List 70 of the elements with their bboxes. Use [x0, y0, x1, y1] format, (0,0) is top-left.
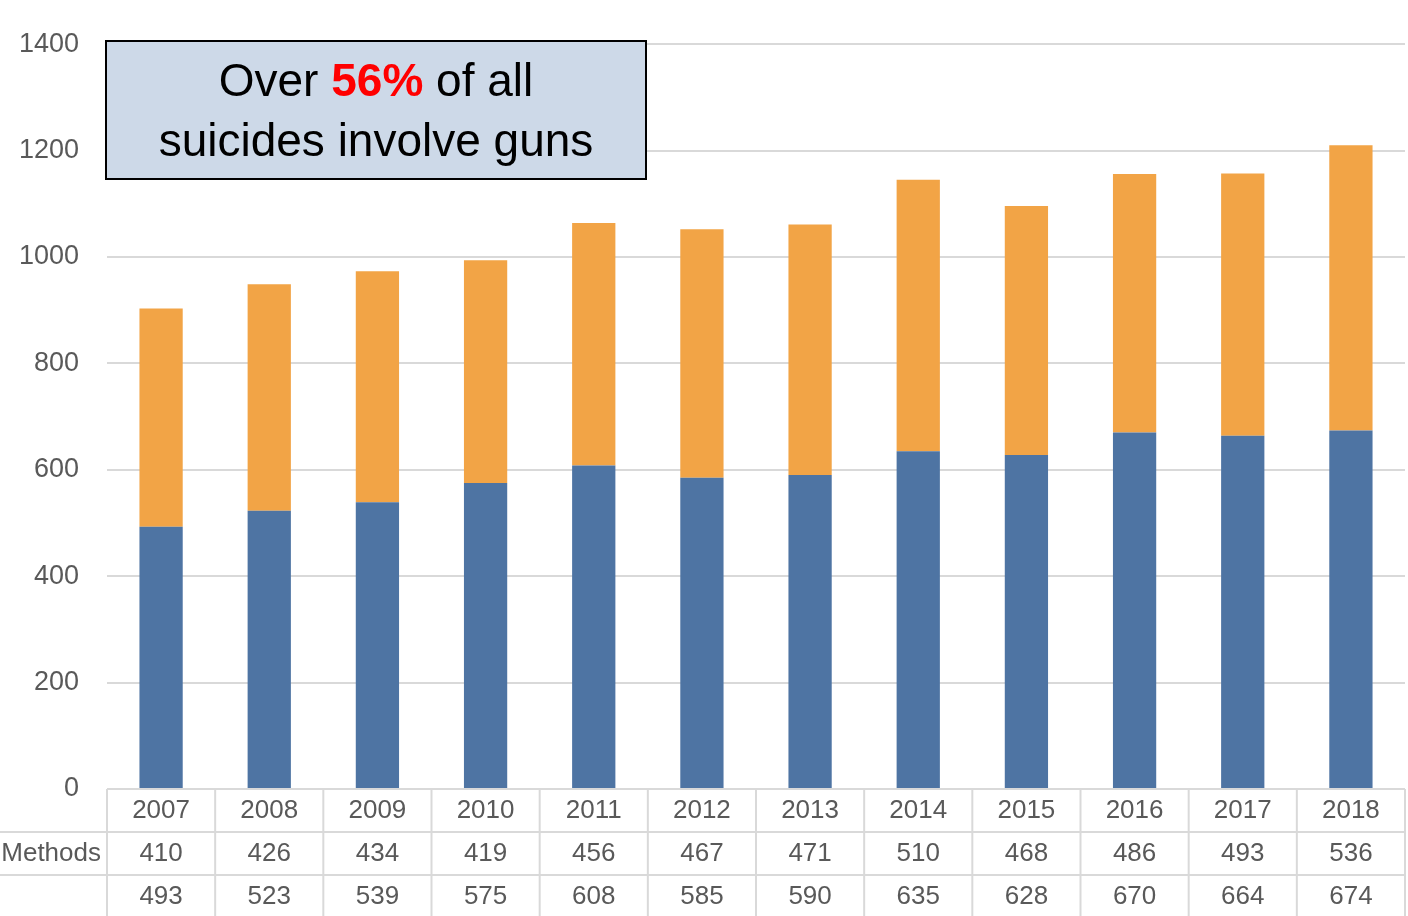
bar: [463, 260, 508, 484]
bar: [1329, 145, 1373, 431]
bar: [1004, 454, 1049, 788]
data-label: 635: [896, 879, 940, 910]
data-label: 590: [788, 879, 832, 910]
data-label: 536: [1329, 836, 1373, 867]
bar: [680, 229, 724, 478]
x-tick-label: 2013: [781, 793, 840, 824]
bar: [247, 284, 291, 511]
x-tick-label: 2016: [1105, 793, 1164, 824]
data-label: 523: [247, 879, 291, 910]
data-label: 585: [680, 879, 724, 910]
data-label: 486: [1112, 836, 1157, 867]
data-label: 493: [139, 879, 183, 910]
bar: [1112, 432, 1157, 788]
data-label: 670: [1112, 879, 1157, 910]
y-tick-label: 1400: [18, 27, 79, 58]
bar: [896, 451, 940, 788]
annotation: Over 56% of all suicides involve guns: [158, 54, 594, 166]
data-label: 628: [1004, 879, 1049, 910]
data-label: 456: [572, 836, 616, 867]
data-label: 674: [1329, 879, 1373, 910]
x-tick-label: 2014: [889, 793, 948, 824]
data-label: 467: [680, 836, 724, 867]
text: Methods: [1, 836, 101, 867]
data-label: 608: [572, 879, 616, 910]
y-tick-label: 1200: [18, 134, 79, 165]
y-tick-label: 800: [33, 346, 79, 377]
bar: [1221, 173, 1265, 436]
x-tick-label: 2015: [997, 793, 1056, 824]
x-tick-label: 2007: [132, 793, 191, 824]
bar: [1004, 205, 1049, 455]
bar: [355, 271, 400, 503]
data-label: 493: [1221, 836, 1265, 867]
x-tick-label: 2012: [672, 793, 731, 824]
data-label: 419: [463, 836, 508, 867]
data-label: 510: [896, 836, 940, 867]
bar: [896, 179, 940, 452]
bar: [247, 510, 291, 788]
y-tick-label: 1000: [18, 240, 79, 271]
bar: [463, 483, 508, 788]
data-label: 471: [788, 836, 832, 867]
data-label: 575: [463, 879, 508, 910]
bar: [788, 224, 832, 476]
data-label: 539: [355, 879, 400, 910]
bar: [788, 475, 832, 788]
x-tick-label: 2008: [240, 793, 299, 824]
bar: [1221, 435, 1265, 788]
data-label: 434: [355, 836, 400, 867]
bar: [139, 526, 183, 788]
data-label: 410: [139, 836, 183, 867]
bar: [1112, 174, 1157, 433]
y-tick-label: 0: [63, 772, 79, 803]
x-tick-label: 2018: [1321, 793, 1380, 824]
x-tick-label: 2011: [565, 793, 622, 824]
data-label: 426: [247, 836, 291, 867]
bar: [139, 308, 183, 527]
y-tick-label: 600: [33, 453, 79, 484]
x-tick-label: 2010: [456, 793, 515, 824]
y-tick-label: 400: [33, 559, 79, 590]
bar: [680, 477, 724, 788]
x-tick-label: 2009: [348, 793, 407, 824]
x-tick-label: 2017: [1213, 793, 1272, 824]
data-label: 468: [1004, 836, 1049, 867]
bar: [355, 502, 400, 788]
y-tick-label: 200: [33, 666, 79, 697]
bar: [572, 465, 616, 788]
data-label: 664: [1221, 879, 1265, 910]
bar: [1329, 430, 1373, 788]
bar: [572, 222, 616, 466]
